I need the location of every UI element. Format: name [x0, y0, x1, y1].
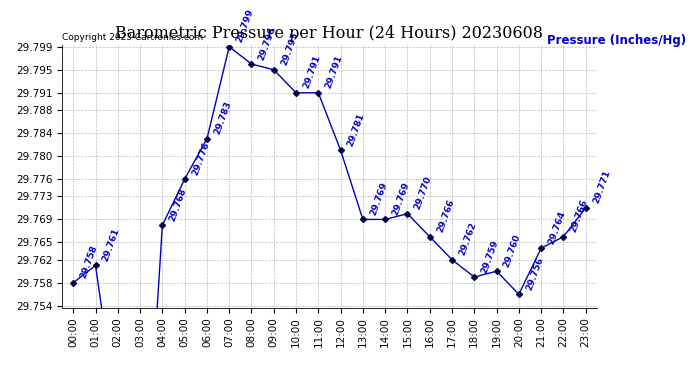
- Text: 29.760: 29.760: [502, 233, 522, 268]
- Text: Pressure (Inches/Hg): Pressure (Inches/Hg): [547, 34, 687, 47]
- Text: 29.758: 29.758: [79, 244, 99, 280]
- Title: Barometric Pressure per Hour (24 Hours) 20230608: Barometric Pressure per Hour (24 Hours) …: [115, 25, 544, 42]
- Text: 29.771: 29.771: [591, 169, 612, 205]
- Text: 29.734: 29.734: [0, 374, 1, 375]
- Text: 29.762: 29.762: [457, 221, 478, 257]
- Text: 29.706: 29.706: [0, 374, 1, 375]
- Text: 29.759: 29.759: [480, 238, 500, 274]
- Text: 29.783: 29.783: [213, 100, 233, 136]
- Text: 29.770: 29.770: [413, 175, 433, 211]
- Text: 29.756: 29.756: [524, 256, 545, 291]
- Text: 29.796: 29.796: [257, 25, 277, 61]
- Text: Copyright 2023 Cartronics.com: Copyright 2023 Cartronics.com: [62, 33, 204, 42]
- Text: 29.781: 29.781: [346, 112, 366, 148]
- Text: 29.768: 29.768: [168, 186, 188, 222]
- Text: 29.769: 29.769: [368, 181, 389, 217]
- Text: 29.769: 29.769: [391, 181, 411, 217]
- Text: 29.791: 29.791: [302, 54, 322, 90]
- Text: 29.795: 29.795: [279, 31, 299, 67]
- Text: 29.766: 29.766: [435, 198, 455, 234]
- Text: 29.764: 29.764: [546, 210, 567, 245]
- Text: 29.761: 29.761: [101, 227, 121, 263]
- Text: 29.799: 29.799: [235, 8, 255, 44]
- Text: 29.791: 29.791: [324, 54, 344, 90]
- Text: 29.766: 29.766: [569, 198, 589, 234]
- Text: 29.776: 29.776: [190, 140, 210, 176]
